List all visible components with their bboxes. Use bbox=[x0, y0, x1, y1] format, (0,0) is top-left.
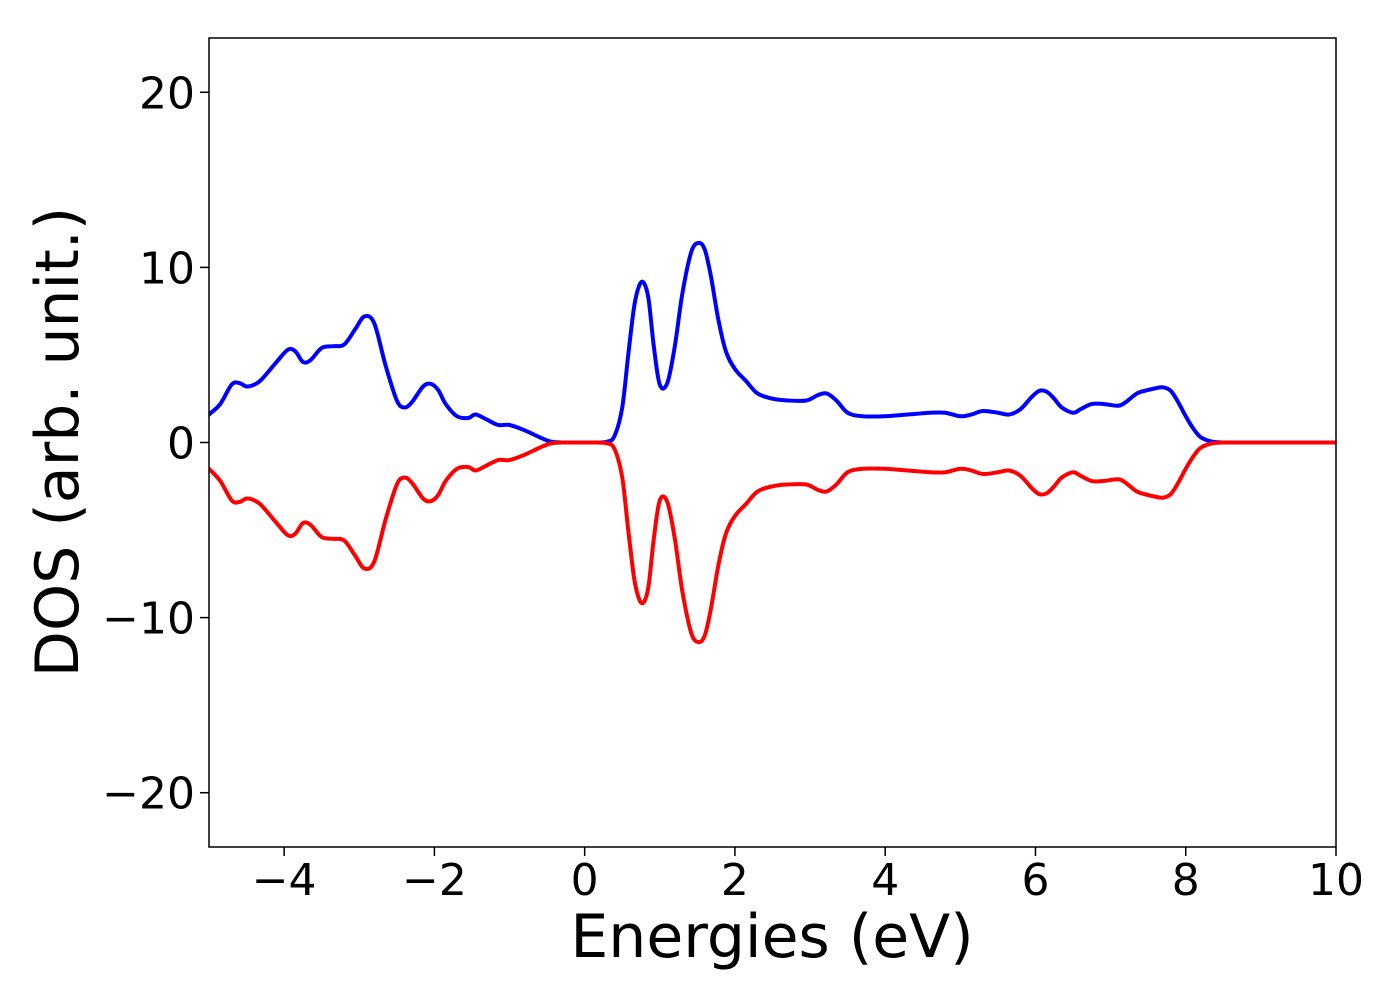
y-tick-label: −20 bbox=[102, 769, 195, 820]
x-tick-label: 6 bbox=[1021, 855, 1049, 906]
y-tick-label: −10 bbox=[102, 594, 195, 645]
y-tick-label: 20 bbox=[139, 68, 195, 119]
x-tick-label: 4 bbox=[871, 855, 899, 906]
y-axis-ticks: −20 −10 0 10 20 bbox=[102, 68, 209, 820]
spin-down-line bbox=[209, 440, 1336, 645]
spin-up-line bbox=[209, 240, 1336, 445]
plot-frame bbox=[208, 37, 1337, 848]
y-axis-label: DOS (arb. unit.) bbox=[23, 207, 93, 677]
x-tick-label: −4 bbox=[252, 855, 317, 906]
x-tick-label: 10 bbox=[1308, 855, 1364, 906]
x-axis-ticks: −4 −2 0 2 4 6 8 10 bbox=[252, 847, 1364, 906]
y-tick-label: 0 bbox=[167, 419, 195, 470]
y-tick-label: 10 bbox=[139, 243, 195, 294]
x-tick-label: 2 bbox=[721, 855, 749, 906]
series-lines bbox=[209, 240, 1336, 645]
x-tick-label: −2 bbox=[402, 855, 467, 906]
x-axis-label: Energies (eV) bbox=[570, 902, 973, 972]
x-tick-label: 0 bbox=[571, 855, 599, 906]
x-tick-label: 8 bbox=[1172, 855, 1200, 906]
